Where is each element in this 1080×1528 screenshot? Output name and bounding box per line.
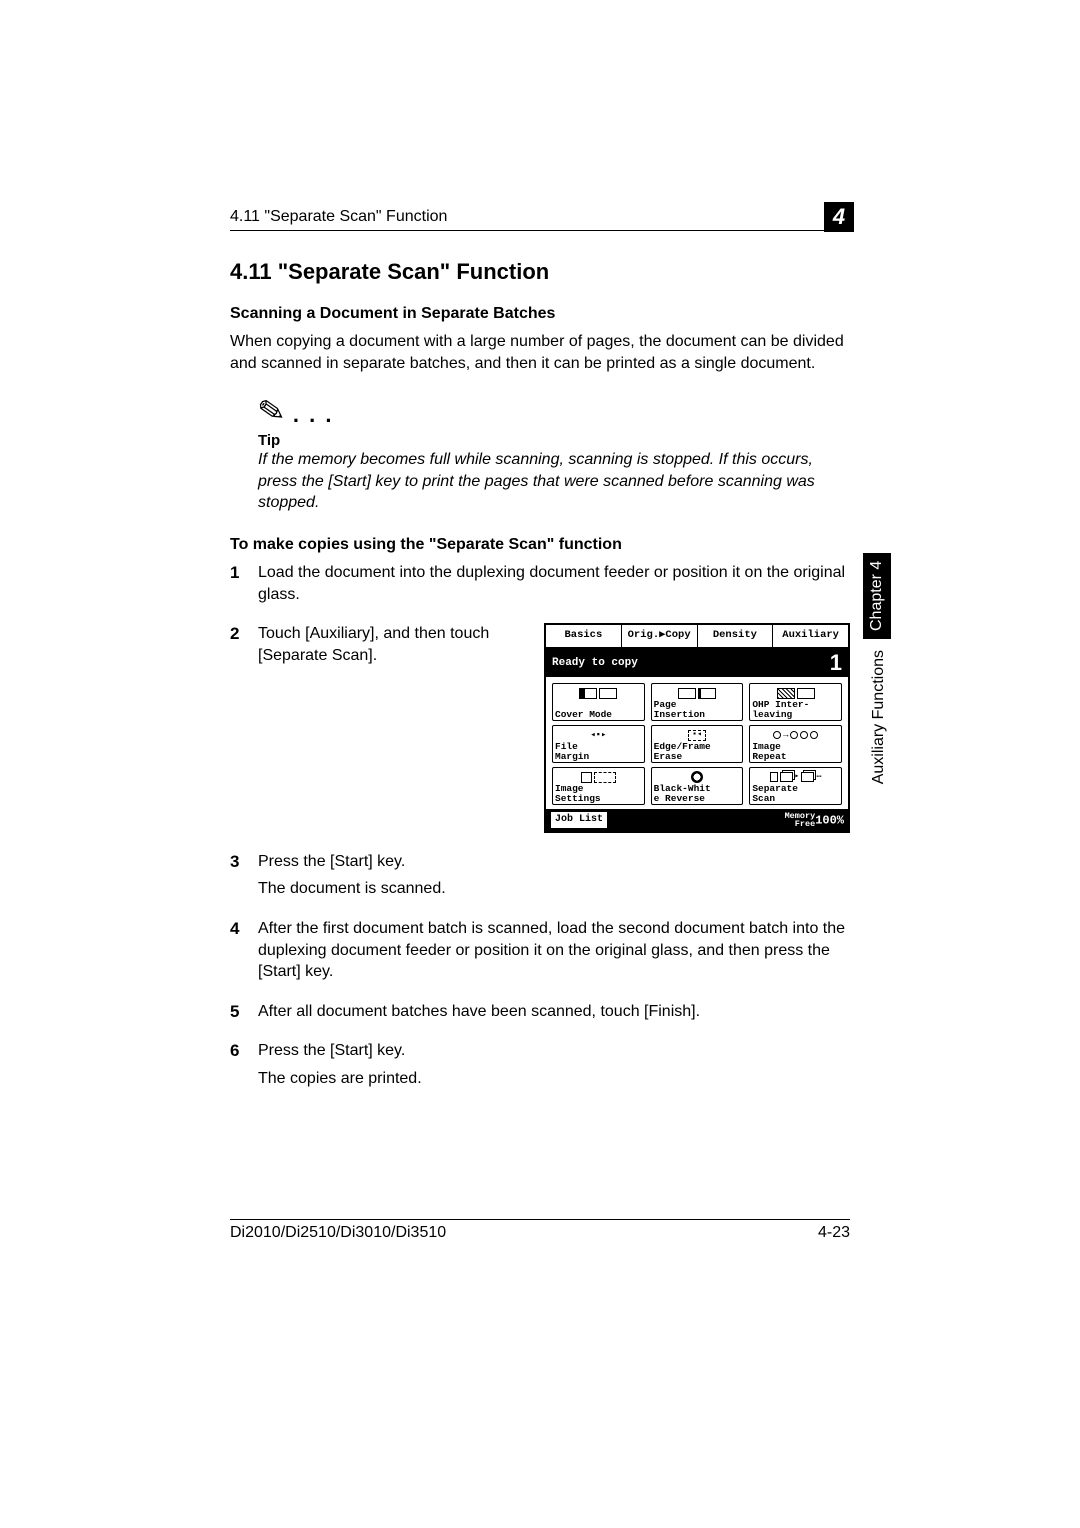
btn-black-white-reverse[interactable]: Black-Whit e Reverse [651, 767, 744, 805]
step-3a: Press the [Start] key. [258, 853, 405, 870]
btn-label: Edge/Frame Erase [654, 742, 741, 761]
btn-label: Black-Whit e Reverse [654, 784, 741, 803]
file-margin-icon: ◂▪▸ [568, 728, 628, 742]
tip-block: ✎ . . . Tip If the memory becomes full w… [230, 392, 850, 514]
image-settings-icon [568, 770, 628, 784]
erase-icon: ▪◂ [667, 728, 727, 742]
chapter-tab: Chapter 4 [863, 553, 891, 639]
step-2: Touch [Auxiliary], and then touch [Separ… [230, 623, 850, 833]
page-header: 4.11 "Separate Scan" Function 4 [230, 208, 850, 231]
breadcrumb: 4.11 "Separate Scan" Function [230, 208, 447, 226]
tip-text: If the memory becomes full while scannin… [258, 449, 850, 514]
btn-edge-frame-erase[interactable]: ▪◂ Edge/Frame Erase [651, 725, 744, 763]
lcd-footer: Job List Memory Free100% [546, 809, 848, 831]
step-6b: The copies are printed. [258, 1068, 850, 1090]
tip-label: Tip [258, 432, 850, 449]
chapter-badge: 4 [824, 202, 854, 232]
lcd-button-grid: Cover Mode Page Insertion OHP Inter- lea… [546, 677, 848, 809]
side-section-label: Auxiliary Functions [870, 650, 888, 784]
btn-ohp-interleaving[interactable]: OHP Inter- leaving [749, 683, 842, 721]
tab-basics[interactable]: Basics [546, 625, 622, 647]
step-6: Press the [Start] key. The copies are pr… [230, 1040, 850, 1089]
steps-list: Load the document into the duplexing doc… [230, 562, 850, 1090]
step-3b: The document is scanned. [258, 878, 850, 900]
btn-label: Page Insertion [654, 700, 741, 719]
btn-label: Image Settings [555, 784, 642, 803]
btn-image-repeat[interactable]: → Image Repeat [749, 725, 842, 763]
subheading-procedure: To make copies using the "Separate Scan"… [230, 536, 850, 554]
step-1: Load the document into the duplexing doc… [230, 562, 850, 605]
subheading-scanning: Scanning a Document in Separate Batches [230, 305, 850, 323]
tab-density[interactable]: Density [698, 625, 774, 647]
btn-separate-scan[interactable]: ▸⋯ Separate Scan [749, 767, 842, 805]
lcd-status-text: Ready to copy [552, 656, 638, 671]
step-5: After all document batches have been sca… [230, 1001, 850, 1023]
cover-mode-icon [568, 686, 628, 700]
intro-paragraph: When copying a document with a large num… [230, 331, 850, 374]
lcd-panel: Basics Orig.▶Copy Density Auxiliary Read… [544, 623, 850, 833]
footer-model: Di2010/Di2510/Di3010/Di3510 [230, 1224, 446, 1242]
btn-label: Separate Scan [752, 784, 839, 803]
btn-image-settings[interactable]: Image Settings [552, 767, 645, 805]
bw-reverse-icon [667, 770, 727, 784]
step-6a: Press the [Start] key. [258, 1042, 405, 1059]
step-2-text: Touch [Auxiliary], and then touch [Separ… [258, 623, 526, 666]
lcd-status-bar: Ready to copy 1 [546, 649, 848, 677]
job-list-button[interactable]: Job List [550, 811, 608, 829]
section-title: 4.11 "Separate Scan" Function [230, 259, 850, 285]
tab-orig-copy[interactable]: Orig.▶Copy [622, 625, 698, 647]
btn-label: Cover Mode [555, 710, 642, 720]
btn-label: File Margin [555, 742, 642, 761]
lcd-tabs: Basics Orig.▶Copy Density Auxiliary [546, 625, 848, 649]
memory-indicator: Memory Free100% [785, 812, 844, 829]
btn-page-insertion[interactable]: Page Insertion [651, 683, 744, 721]
step-3: Press the [Start] key. The document is s… [230, 851, 850, 900]
btn-file-margin[interactable]: ◂▪▸ File Margin [552, 725, 645, 763]
tab-auxiliary[interactable]: Auxiliary [773, 625, 848, 647]
page-insertion-icon [667, 686, 727, 700]
page-footer: Di2010/Di2510/Di3010/Di3510 4-23 [230, 1219, 850, 1242]
ohp-icon [766, 686, 826, 700]
btn-label: Image Repeat [752, 742, 839, 761]
step-4: After the first document batch is scanne… [230, 918, 850, 983]
pencil-icon: ✎ [255, 390, 288, 432]
tip-dots: . . . [285, 402, 334, 427]
image-repeat-icon: → [766, 728, 826, 742]
lcd-copy-count: 1 [830, 652, 842, 674]
footer-page-number: 4-23 [818, 1224, 850, 1242]
btn-cover-mode[interactable]: Cover Mode [552, 683, 645, 721]
btn-label: OHP Inter- leaving [752, 700, 839, 719]
separate-scan-icon: ▸⋯ [766, 770, 826, 784]
